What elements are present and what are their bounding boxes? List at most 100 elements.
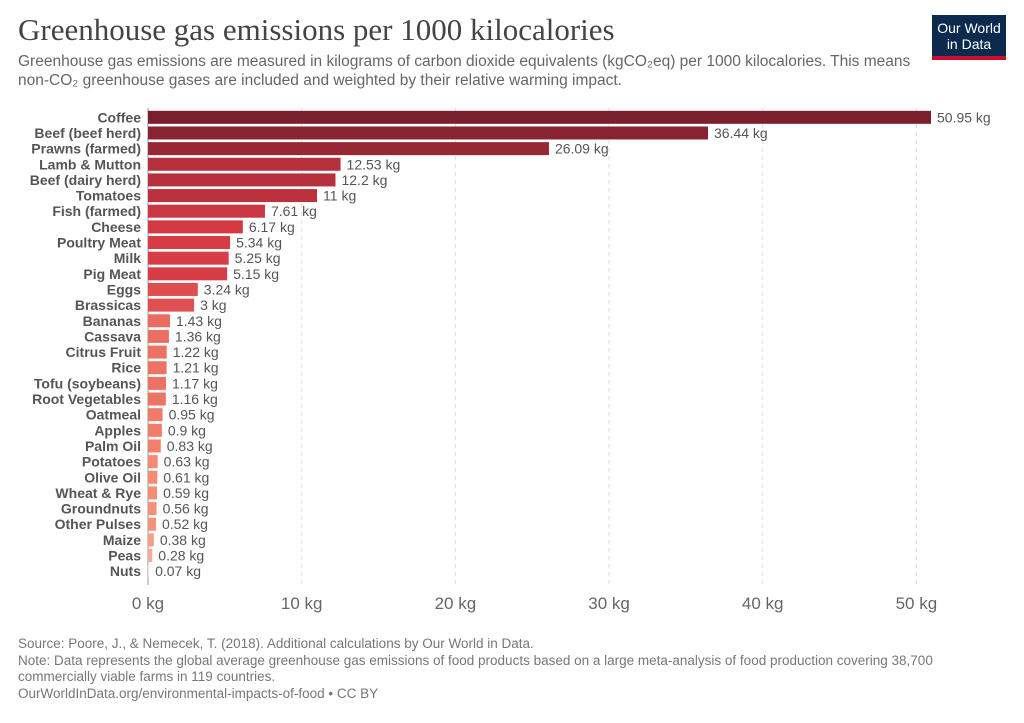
category-label: Potatoes <box>82 454 141 470</box>
owid-logo[interactable]: Our World in Data <box>932 15 1006 60</box>
bar[interactable] <box>148 392 166 406</box>
bar[interactable] <box>148 157 341 171</box>
category-label: Maize <box>103 532 141 548</box>
category-label: Eggs <box>107 281 141 297</box>
category-label: Beef (beef herd) <box>34 125 141 141</box>
category-label: Pig Meat <box>83 266 141 282</box>
value-label: 0.63 kg <box>164 454 210 470</box>
x-tick-label: 40 kg <box>742 594 784 613</box>
category-label: Tofu (soybeans) <box>34 375 141 391</box>
value-label: 3 kg <box>200 297 226 313</box>
value-label: 0.07 kg <box>155 563 201 579</box>
category-label: Oatmeal <box>86 407 141 423</box>
value-label: 11 kg <box>323 188 356 204</box>
value-label: 5.15 kg <box>233 266 279 282</box>
category-label: Poultry Meat <box>57 235 141 251</box>
bar[interactable] <box>148 533 154 547</box>
value-label: 5.25 kg <box>235 250 281 266</box>
value-label: 1.16 kg <box>172 391 218 407</box>
value-label: 5.34 kg <box>236 235 282 251</box>
category-label: Cassava <box>84 328 141 344</box>
note-text: Note: Data represents the global average… <box>18 652 937 685</box>
bar[interactable] <box>148 361 167 375</box>
bar[interactable] <box>148 314 170 328</box>
category-label: Root Vegetables <box>32 391 141 407</box>
value-label: 6.17 kg <box>249 219 295 235</box>
value-label: 0.9 kg <box>168 422 206 438</box>
category-label: Cheese <box>91 219 141 235</box>
category-label: Brassicas <box>75 297 141 313</box>
category-label: Beef (dairy herd) <box>30 172 141 188</box>
value-label: 1.22 kg <box>173 344 219 360</box>
category-label: Milk <box>114 250 141 266</box>
x-tick-label: 30 kg <box>588 594 630 613</box>
source-text: Source: Poore, J., & Nemecek, T. (2018).… <box>18 636 534 651</box>
value-label: 0.52 kg <box>162 516 208 532</box>
chart-subtitle: Greenhouse gas emissions are measured in… <box>18 53 911 89</box>
category-label: Groundnuts <box>61 501 141 517</box>
x-tick-label: 50 kg <box>896 594 938 613</box>
bar[interactable] <box>148 439 161 453</box>
category-label: Fish (farmed) <box>52 203 141 219</box>
bar[interactable] <box>148 345 167 359</box>
bar[interactable] <box>148 564 150 578</box>
value-label: 0.83 kg <box>167 438 213 454</box>
bar[interactable] <box>148 455 158 469</box>
category-label: Prawns (farmed) <box>31 141 141 157</box>
value-label: 36.44 kg <box>714 125 768 141</box>
bar[interactable] <box>148 251 229 265</box>
value-label: 50.95 kg <box>937 109 991 125</box>
bar[interactable] <box>148 236 231 250</box>
bar[interactable] <box>148 298 195 312</box>
bar[interactable] <box>148 267 228 281</box>
chart-footer: Source: Poore, J., & Nemecek, T. (2018).… <box>18 636 1008 702</box>
bar[interactable] <box>148 517 156 531</box>
x-tick-label: 20 kg <box>435 594 477 613</box>
bar[interactable] <box>148 189 318 203</box>
value-label: 0.38 kg <box>160 532 206 548</box>
value-label: 3.24 kg <box>204 281 250 297</box>
x-tick-label: 0 kg <box>132 594 164 613</box>
category-label: Wheat & Rye <box>55 485 141 501</box>
bar[interactable] <box>148 282 198 296</box>
bar[interactable] <box>148 110 931 124</box>
logo-line-1: Our World <box>937 20 1001 36</box>
category-label: Bananas <box>83 313 142 329</box>
value-label: 0.28 kg <box>158 548 204 564</box>
bar[interactable] <box>148 470 158 484</box>
bar[interactable] <box>148 549 153 563</box>
logo-line-2: in Data <box>946 36 992 52</box>
value-label: 1.17 kg <box>172 375 218 391</box>
bar[interactable] <box>148 329 169 343</box>
category-label: Olive Oil <box>84 469 141 485</box>
value-label: 7.61 kg <box>271 203 317 219</box>
category-label: Tomatoes <box>76 188 141 204</box>
url-text[interactable]: OurWorldInData.org/environmental-impacts… <box>18 685 379 701</box>
category-label: Other Pulses <box>55 516 142 532</box>
bar[interactable] <box>148 502 157 516</box>
value-label: 26.09 kg <box>555 141 609 157</box>
value-label: 12.53 kg <box>347 156 401 172</box>
bar[interactable] <box>148 126 709 140</box>
value-label: 0.95 kg <box>169 407 215 423</box>
bar[interactable] <box>148 142 549 156</box>
category-label: Coffee <box>97 109 141 125</box>
bar[interactable] <box>148 423 162 437</box>
category-label: Nuts <box>110 563 141 579</box>
bar[interactable] <box>148 486 158 500</box>
bar[interactable] <box>148 220 243 234</box>
category-label: Lamb & Mutton <box>39 156 141 172</box>
bar[interactable] <box>148 204 265 218</box>
bars <box>148 110 931 578</box>
bar[interactable] <box>148 173 336 187</box>
value-label: 0.61 kg <box>163 469 209 485</box>
x-axis-ticks: 0 kg 10 kg 20 kg 30 kg 40 kg 50 kg <box>132 594 937 613</box>
bar[interactable] <box>148 376 166 390</box>
value-label: 0.59 kg <box>163 485 209 501</box>
bar[interactable] <box>148 408 163 422</box>
category-label: Apples <box>94 422 141 438</box>
value-label: 1.21 kg <box>173 360 219 376</box>
